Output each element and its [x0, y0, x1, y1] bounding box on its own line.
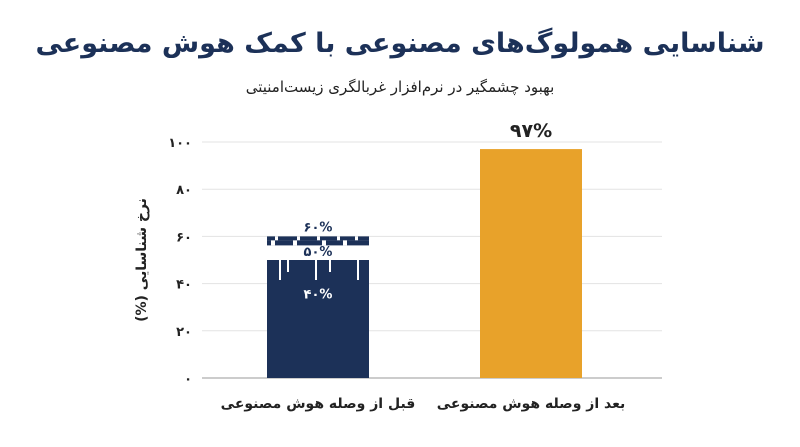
- label-low: ۴۰%: [304, 288, 333, 303]
- bar-after: [480, 149, 582, 378]
- bar-before-notch: [287, 260, 289, 272]
- bars: [267, 149, 582, 378]
- y-tick-label: ۱۰۰: [168, 136, 192, 151]
- label-after: ۹۷%: [510, 120, 552, 142]
- y-tick-label: ۲۰: [176, 325, 192, 340]
- range-upper-gap: [271, 240, 275, 246]
- category-labels: قبل از وصله هوش مصنوعی بعد از وصله هوش مص…: [221, 396, 626, 412]
- range-upper-band: [267, 240, 369, 246]
- y-axis-label: نرخ شناسایی (%): [134, 198, 150, 322]
- range-upper-gap: [355, 236, 358, 241]
- y-tick-label: ۸۰: [176, 183, 192, 198]
- bar-before-notch: [357, 260, 359, 280]
- bar-before: [267, 260, 369, 378]
- label-mid: ۵۰%: [304, 245, 333, 260]
- grid-lines: [202, 141, 662, 379]
- y-tick-label: ۶۰: [176, 230, 192, 245]
- bar-before-notch: [279, 260, 281, 280]
- range-upper-gap: [337, 236, 340, 241]
- range-upper-gap: [275, 236, 278, 241]
- y-tick-label: ۴۰: [176, 278, 192, 293]
- bar-before-notch: [329, 260, 331, 272]
- label-high: ۶۰%: [304, 220, 333, 235]
- chart-title: شناسایی همولوگ‌های مصنوعی با کمک هوش مصن…: [35, 28, 765, 59]
- range-upper-gap: [317, 236, 320, 241]
- range-upper-gap: [343, 240, 347, 246]
- y-tick-labels: ۰ ۲۰ ۴۰ ۶۰ ۸۰ ۱۰۰: [168, 136, 192, 387]
- range-upper-gap: [293, 240, 297, 246]
- y-tick-label: ۰: [184, 372, 192, 387]
- category-label: قبل از وصله هوش مصنوعی: [221, 396, 416, 412]
- data-labels: ۶۰% ۵۰% ۴۰% ۹۷%: [304, 120, 553, 303]
- chart-subtitle: بهبود چشمگیر در نرم‌افزار غربالگری زیست‌…: [245, 78, 555, 96]
- range-upper-gap: [297, 236, 300, 241]
- category-label: بعد از وصله هوش مصنوعی: [437, 396, 626, 412]
- bar-before-notch: [315, 260, 317, 280]
- range-upper-gap: [322, 240, 326, 246]
